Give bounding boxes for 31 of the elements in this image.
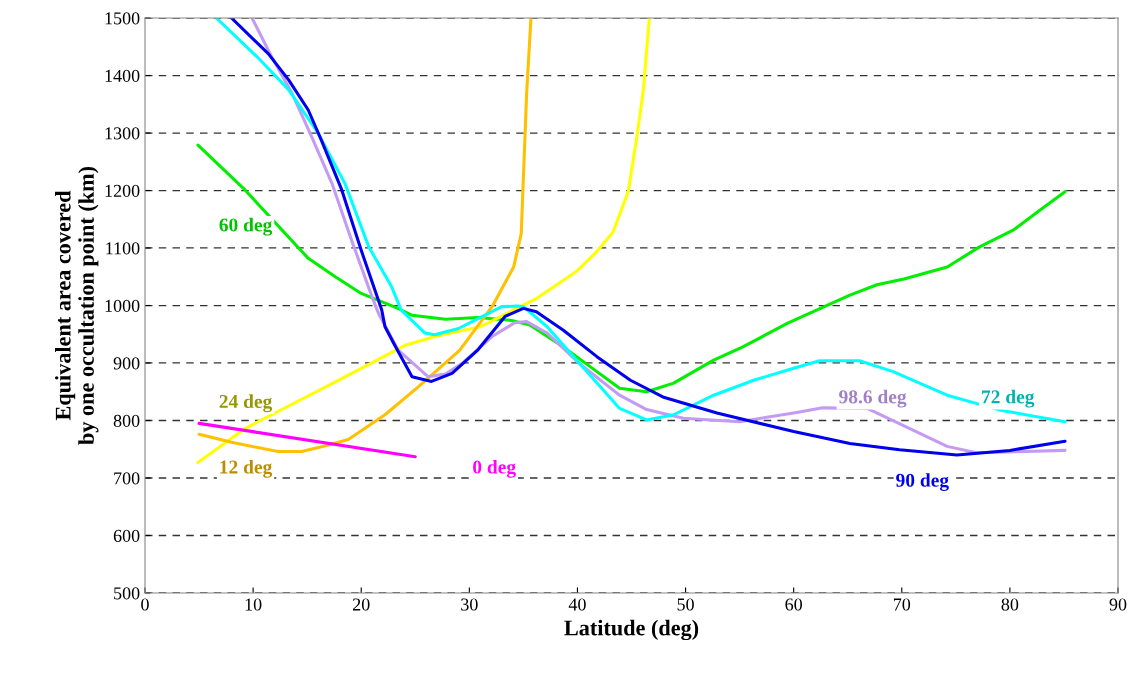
series-label: 72 deg (982, 389, 1035, 408)
series-label: 12 deg (220, 459, 273, 478)
x-tick-label: 20 (352, 598, 370, 611)
x-tick-label: 60 (785, 598, 803, 611)
x-axis-title: Latitude (deg) (564, 619, 699, 641)
y-tick-label: 500 (114, 587, 140, 600)
y-tick-label: 1300 (105, 127, 140, 140)
y-tick-label: 1500 (105, 12, 140, 25)
y-tick-label: 1100 (106, 242, 140, 255)
y-tick-label: 800 (113, 414, 140, 427)
series-label: 98.6 deg (839, 389, 907, 408)
y-tick-label: 1000 (105, 299, 140, 312)
y-tick-label: 600 (113, 529, 140, 542)
text: 0 deg (473, 459, 516, 478)
y-tick-label: 700 (114, 472, 140, 485)
x-tick-label: 30 (461, 598, 478, 611)
y-tick-label: 900 (113, 357, 140, 370)
y-tick-label: 1200 (105, 184, 140, 197)
y-tick-label: 1400 (105, 69, 140, 82)
x-tick-label: 0 (141, 598, 149, 611)
series-label: 90 deg (896, 473, 949, 491)
series-label: 24 deg (219, 394, 273, 413)
x-tick-label: 90 (1109, 598, 1127, 611)
y-axis-title: Equivalent area covered by one occultation point (km) (55, 166, 99, 445)
x-tick-label: 70 (893, 598, 911, 611)
series-label: 60 deg (219, 217, 273, 236)
x-tick-label: 80 (1001, 598, 1019, 611)
x-tick-label: 40 (568, 598, 586, 611)
line-series (197, 18, 533, 454)
x-tick-label: 10 (245, 598, 262, 611)
x-tick-label: 50 (677, 598, 694, 611)
